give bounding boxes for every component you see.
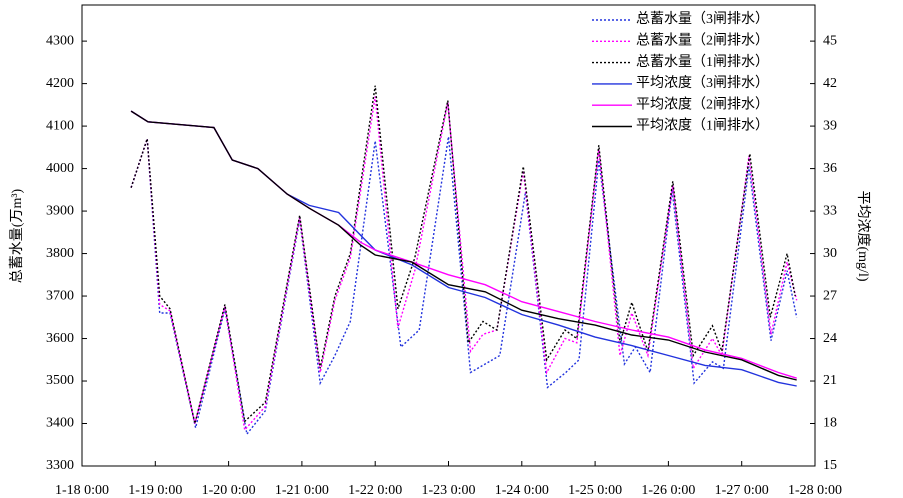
y2-axis-label: 平均浓度(mg/l) <box>855 191 871 282</box>
y-tick-label: 3500 <box>46 373 74 388</box>
y2-tick-label: 33 <box>823 203 837 218</box>
y-tick-label: 3800 <box>46 246 74 261</box>
x-tick-label: 1-24 0:00 <box>495 483 549 498</box>
x-tick-label: 1-22 0:00 <box>348 483 402 498</box>
x-tick-label: 1-28 0:00 <box>788 483 842 498</box>
series-line <box>130 110 797 379</box>
y2-tick-label: 30 <box>823 246 837 261</box>
x-tick-label: 1-21 0:00 <box>275 483 329 498</box>
legend-label: 总蓄水量（3闸排水） <box>636 11 769 27</box>
x-tick-label: 1-20 0:00 <box>202 483 256 498</box>
y-tick-label: 4300 <box>46 33 74 48</box>
legend-label: 总蓄水量（1闸排水） <box>636 54 769 70</box>
y-tick-label: 4100 <box>46 118 74 133</box>
x-tick-label: 1-23 0:00 <box>421 483 475 498</box>
y2-tick-label: 24 <box>823 331 837 346</box>
y-tick-label: 4000 <box>46 161 74 176</box>
y2-tick-label: 21 <box>823 373 837 388</box>
x-tick-label: 1-19 0:00 <box>128 483 182 498</box>
legend-label: 平均浓度（1闸排水） <box>636 118 769 134</box>
y2-tick-label: 27 <box>823 288 837 303</box>
series-line <box>130 136 798 436</box>
legend-label: 平均浓度（3闸排水） <box>636 75 769 91</box>
y2-tick-label: 45 <box>823 33 837 48</box>
series-line <box>130 85 796 424</box>
x-tick-label: 1-26 0:00 <box>641 483 695 498</box>
y2-tick-label: 36 <box>823 161 837 176</box>
y-tick-label: 3600 <box>46 331 74 346</box>
x-tick-label: 1-25 0:00 <box>568 483 622 498</box>
y2-tick-label: 18 <box>823 416 837 431</box>
y2-tick-label: 15 <box>823 458 837 473</box>
y-tick-label: 3700 <box>46 288 74 303</box>
x-tick-label: 1-18 0:00 <box>55 483 109 498</box>
plot-frame <box>81 4 816 467</box>
legend-label: 平均浓度（2闸排水） <box>636 96 769 112</box>
series-line <box>130 96 798 432</box>
y-tick-label: 3400 <box>46 416 74 431</box>
legend-label: 总蓄水量（2闸排水） <box>636 33 769 49</box>
x-tick-label: 1-27 0:00 <box>715 483 769 498</box>
y-tick-label: 3300 <box>46 458 74 473</box>
y-axis-label: 总蓄水量(万m³) <box>9 188 25 283</box>
y2-tick-label: 39 <box>823 118 837 133</box>
y2-tick-label: 42 <box>823 76 837 91</box>
series-line <box>130 110 797 381</box>
y-tick-label: 4200 <box>46 76 74 91</box>
y-tick-label: 3900 <box>46 203 74 218</box>
